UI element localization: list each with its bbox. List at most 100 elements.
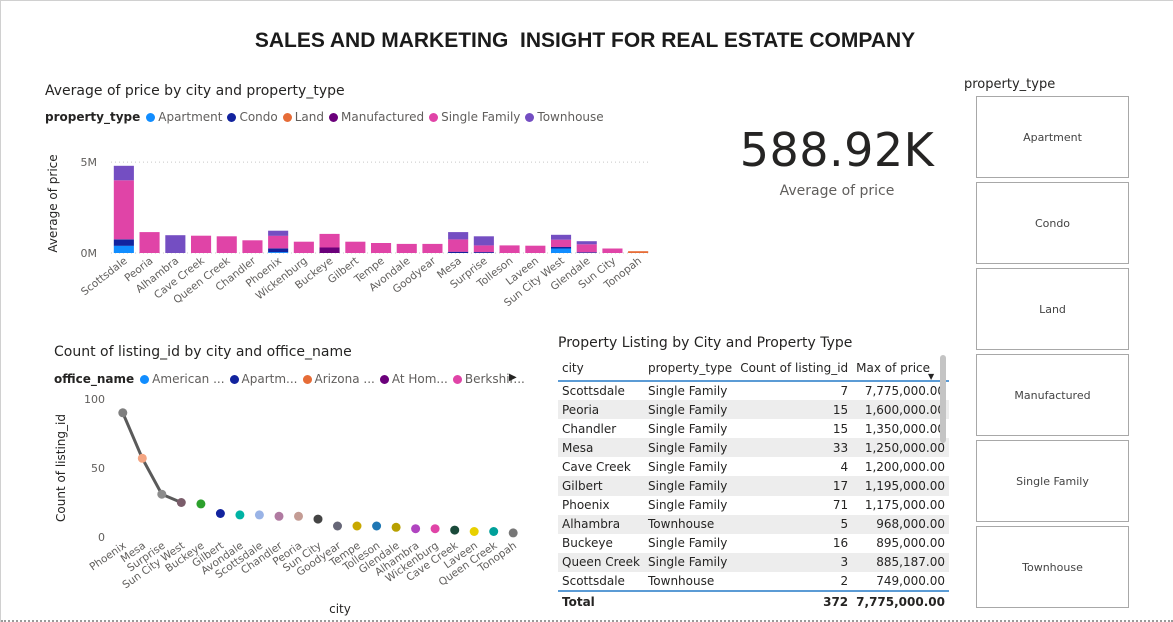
chart1-legend-item[interactable]: Land bbox=[282, 110, 325, 124]
chart2-scatter-chart[interactable]: Count of listing_id050100PhoenixMesaSurp… bbox=[51, 391, 531, 619]
chart1-bar-segment[interactable] bbox=[551, 247, 572, 249]
chart1-bar-segment[interactable] bbox=[396, 243, 417, 253]
table-row[interactable]: Peoria Single Family 15 1,600,000.00 bbox=[558, 400, 949, 420]
chart2-point[interactable] bbox=[176, 498, 186, 507]
chart2-point[interactable] bbox=[352, 521, 362, 531]
table-row[interactable]: Gilbert Single Family 17 1,195,000.00 bbox=[558, 476, 949, 496]
chart2-legend-item[interactable]: Berkshir... bbox=[452, 372, 525, 386]
chart2-point[interactable] bbox=[313, 514, 323, 524]
chart1-bar-segment[interactable] bbox=[576, 241, 597, 245]
table-row[interactable]: Scottsdale Townhouse 2 749,000.00 bbox=[558, 572, 949, 591]
chart1-bar-segment[interactable] bbox=[551, 234, 572, 240]
table-row[interactable]: Chandler Single Family 15 1,350,000.00 bbox=[558, 419, 949, 438]
chart1-bar-segment[interactable] bbox=[113, 165, 134, 181]
chart1-bar-segment[interactable] bbox=[293, 241, 314, 253]
chart2-legend-label: Berkshir... bbox=[464, 372, 525, 386]
chart1-bar-segment[interactable] bbox=[576, 252, 597, 253]
chart2-point[interactable] bbox=[254, 510, 264, 520]
chart2-point[interactable] bbox=[137, 453, 147, 463]
chart1-bar-chart[interactable]: Average of price0M5MScottsdalePeoriaAlha… bbox=[41, 136, 661, 306]
chart1-bar-segment[interactable] bbox=[473, 236, 494, 246]
chart2-point[interactable] bbox=[450, 525, 460, 535]
chart1-bar-segment[interactable] bbox=[113, 239, 134, 246]
chart1-bar-segment[interactable] bbox=[371, 243, 392, 253]
chart1-bar-segment[interactable] bbox=[268, 235, 289, 249]
table-cell: Single Family bbox=[644, 438, 737, 458]
chart2-point[interactable] bbox=[157, 489, 167, 499]
chart1-bar-segment[interactable] bbox=[473, 252, 494, 253]
chart1-bar-segment[interactable] bbox=[525, 245, 546, 253]
slicer-option-condo[interactable]: Condo bbox=[976, 182, 1129, 264]
chart1-bar-segment[interactable] bbox=[448, 239, 469, 252]
chart1-bar-segment[interactable] bbox=[602, 248, 623, 254]
table-row[interactable]: Buckeye Single Family 16 895,000.00 bbox=[558, 534, 949, 553]
chart2-point[interactable] bbox=[235, 510, 245, 520]
table-cell: Gilbert bbox=[558, 476, 644, 496]
table-row[interactable]: Queen Creek Single Family 3 885,187.00 bbox=[558, 552, 949, 572]
slicer-option-land[interactable]: Land bbox=[976, 268, 1129, 350]
chart1-bar-segment[interactable] bbox=[242, 240, 263, 253]
table-cell: 15 bbox=[736, 400, 853, 420]
chart2-point[interactable] bbox=[215, 509, 225, 518]
table-row[interactable]: Alhambra Townhouse 5 968,000.00 bbox=[558, 514, 949, 534]
chart1-bar-segment[interactable] bbox=[113, 180, 134, 240]
chart2-point[interactable] bbox=[372, 521, 382, 531]
chart1-bar-segment[interactable] bbox=[422, 243, 443, 253]
table-row[interactable]: Cave Creek Single Family 4 1,200,000.00 bbox=[558, 457, 949, 476]
chart2-point[interactable] bbox=[469, 527, 479, 536]
chart1-bar-segment[interactable] bbox=[268, 248, 289, 253]
chart2-legend-item[interactable]: Apartm... bbox=[229, 372, 298, 386]
chart2-legend-item[interactable]: American ... bbox=[140, 372, 225, 386]
chart2-point[interactable] bbox=[508, 528, 518, 538]
col-header-max-price[interactable]: Max of price▼ bbox=[852, 355, 949, 382]
slicer-option-single-family[interactable]: Single Family bbox=[976, 440, 1129, 522]
chart1-legend-item[interactable]: Townhouse bbox=[525, 110, 604, 124]
chart1-legend-title: property_type bbox=[45, 110, 141, 124]
chart1-bar-segment[interactable] bbox=[628, 251, 649, 253]
chart1-bar-segment[interactable] bbox=[165, 235, 186, 253]
chart1-bar-segment[interactable] bbox=[216, 236, 237, 253]
chart2-point[interactable] bbox=[430, 524, 440, 534]
table-row[interactable]: Mesa Single Family 33 1,250,000.00 bbox=[558, 438, 949, 458]
slicer-option-manufactured[interactable]: Manufactured bbox=[976, 354, 1129, 436]
chart2-point[interactable] bbox=[333, 521, 342, 531]
chart1-bar-segment[interactable] bbox=[191, 235, 212, 253]
table-row[interactable]: Scottsdale Single Family 7 7,775,000.00 bbox=[558, 381, 949, 400]
chart2-point[interactable] bbox=[196, 499, 206, 509]
chart1-bar-segment[interactable] bbox=[499, 245, 520, 253]
chart1-bar-segment[interactable] bbox=[448, 232, 469, 240]
chart2-point[interactable] bbox=[118, 408, 128, 418]
chart1-bar-segment[interactable] bbox=[345, 241, 366, 253]
chart1-bar-segment[interactable] bbox=[319, 233, 340, 248]
table-row[interactable]: Phoenix Single Family 71 1,175,000.00 bbox=[558, 496, 949, 515]
col-header-count[interactable]: Count of listing_id bbox=[736, 355, 853, 382]
table-scrollbar[interactable] bbox=[940, 355, 946, 443]
chart1-bar-segment[interactable] bbox=[551, 239, 572, 247]
chart1-legend-item[interactable]: Single Family bbox=[429, 110, 520, 124]
chart1-legend-item[interactable]: Apartment bbox=[146, 110, 222, 124]
chart1-legend-item[interactable]: Condo bbox=[227, 110, 278, 124]
chart1-bar-segment[interactable] bbox=[448, 251, 469, 253]
chart2-point[interactable] bbox=[294, 511, 303, 521]
slicer-option-townhouse[interactable]: Townhouse bbox=[976, 526, 1129, 608]
col-header-property-type[interactable]: property_type bbox=[644, 355, 737, 382]
chart1-legend-item[interactable]: Manufactured bbox=[329, 110, 424, 124]
chart2-legend-item[interactable]: At Hom... bbox=[379, 372, 448, 386]
chart2-point[interactable] bbox=[411, 524, 421, 534]
chart2-legend-item[interactable]: Arizona ... bbox=[302, 372, 375, 386]
chart2-point[interactable] bbox=[391, 522, 401, 532]
chart1-bar-segment[interactable] bbox=[473, 245, 494, 253]
chart1-bar-segment[interactable] bbox=[551, 248, 572, 254]
chart1-bar-segment[interactable] bbox=[268, 230, 289, 236]
chart2-point[interactable] bbox=[489, 527, 499, 536]
chart1-bar-segment[interactable] bbox=[113, 245, 134, 253]
chart1-bar-segment[interactable] bbox=[139, 232, 160, 253]
slicer-option-apartment[interactable]: Apartment bbox=[976, 96, 1129, 178]
chart2-point[interactable] bbox=[274, 511, 284, 521]
chart1-bar-segment[interactable] bbox=[319, 247, 340, 254]
legend-next-arrow-icon[interactable]: ▶ bbox=[509, 372, 517, 383]
chart1-legend-label: Land bbox=[294, 110, 325, 124]
chart1-bar-segment[interactable] bbox=[576, 244, 597, 253]
col-header-city[interactable]: city bbox=[558, 355, 644, 382]
chart1-bar-segment[interactable] bbox=[268, 252, 289, 253]
